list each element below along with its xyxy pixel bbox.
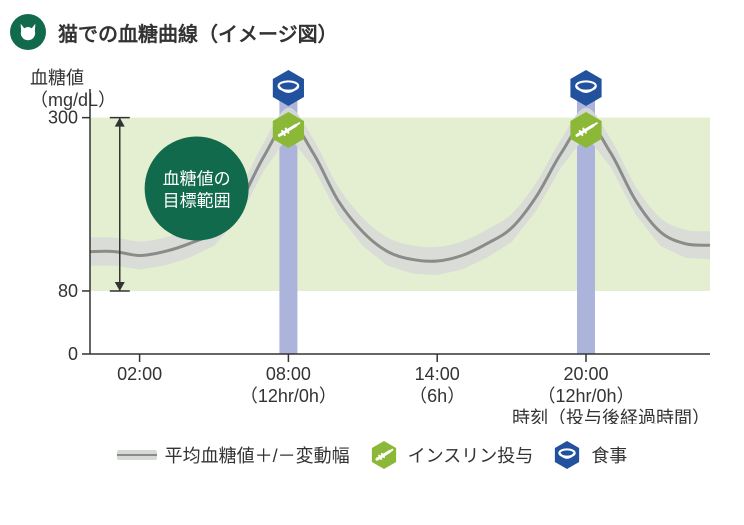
svg-text:時刻（投与後経過時間）: 時刻（投与後経過時間） xyxy=(512,408,710,424)
svg-text:80: 80 xyxy=(58,281,78,301)
svg-text:血糖値: 血糖値 xyxy=(30,68,84,88)
svg-text:14:00: 14:00 xyxy=(415,364,460,384)
svg-text:血糖値の: 血糖値の xyxy=(163,170,231,189)
svg-text:02:00: 02:00 xyxy=(117,364,162,384)
svg-text:目標範囲: 目標範囲 xyxy=(163,192,231,211)
svg-text:（6h）: （6h） xyxy=(409,386,465,406)
insulin-icon xyxy=(368,440,400,470)
svg-text:08:00: 08:00 xyxy=(266,364,311,384)
legend-label: インスリン投与 xyxy=(408,442,534,468)
legend-label: 平均血糖値＋/－変動幅 xyxy=(165,442,350,468)
meal-icon xyxy=(551,440,583,470)
legend-item: 食事 xyxy=(551,440,627,470)
chart-title: 猫での血糖曲線（イメージ図） xyxy=(58,18,338,47)
chart-area: 080300血糖値（mg/dL）02:0008:00（12hr/0h）14:00… xyxy=(20,64,724,424)
svg-text:300: 300 xyxy=(48,108,78,128)
legend-swatch-line xyxy=(117,450,157,460)
svg-text:20:00: 20:00 xyxy=(563,364,608,384)
legend-item: 平均血糖値＋/－変動幅 xyxy=(117,442,350,468)
cat-icon xyxy=(17,21,39,43)
cat-badge-icon xyxy=(10,14,46,50)
svg-text:（12hr/0h）: （12hr/0h） xyxy=(537,386,634,406)
title-row: 猫での血糖曲線（イメージ図） xyxy=(0,0,744,56)
legend-label: 食事 xyxy=(591,442,627,468)
svg-text:0: 0 xyxy=(68,344,78,364)
legend: 平均血糖値＋/－変動幅 インスリン投与 食事 xyxy=(0,440,744,470)
svg-text:（12hr/0h）: （12hr/0h） xyxy=(240,386,337,406)
glucose-curve-chart: 080300血糖値（mg/dL）02:0008:00（12hr/0h）14:00… xyxy=(20,64,720,424)
svg-text:（mg/dL）: （mg/dL） xyxy=(30,90,116,110)
legend-item: インスリン投与 xyxy=(368,440,534,470)
